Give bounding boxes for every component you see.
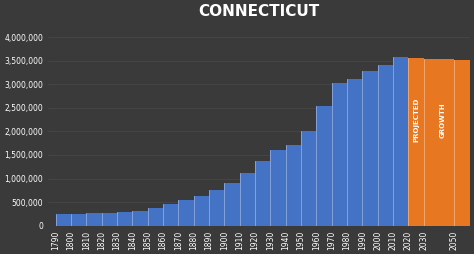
Polygon shape (409, 58, 470, 226)
Title: CONNECTICUT: CONNECTICUT (198, 4, 319, 19)
Polygon shape (55, 57, 409, 226)
Text: PROJECTED: PROJECTED (413, 98, 419, 142)
Text: GROWTH: GROWTH (439, 103, 445, 138)
